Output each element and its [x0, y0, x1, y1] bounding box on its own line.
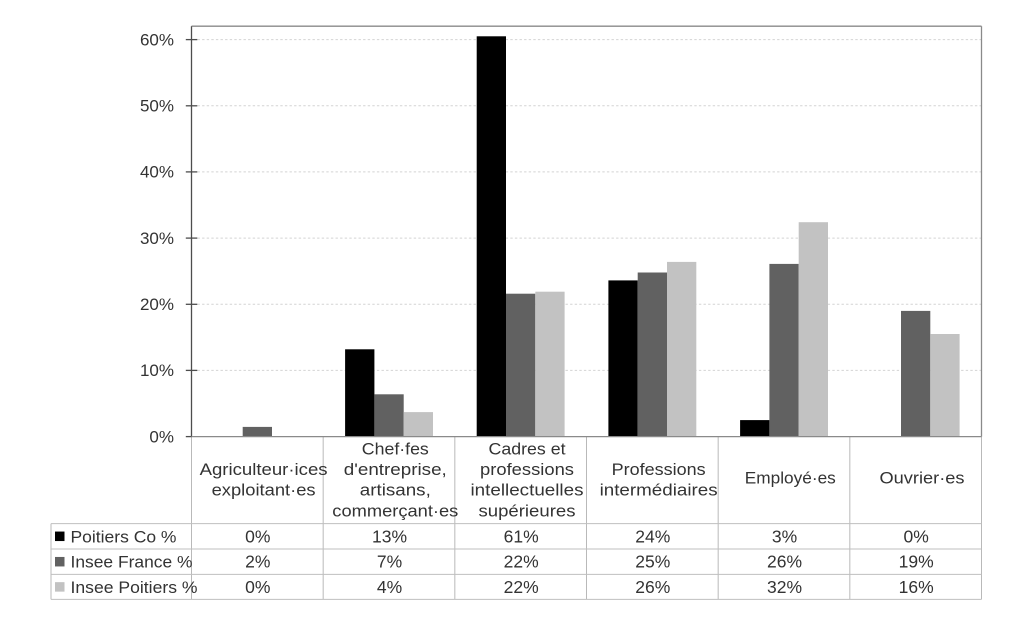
- svg-text:13%: 13%: [372, 526, 407, 546]
- svg-text:3%: 3%: [772, 526, 797, 546]
- svg-text:50%: 50%: [140, 97, 174, 116]
- svg-text:Insee Poitiers %: Insee Poitiers %: [71, 578, 198, 597]
- svg-text:30%: 30%: [140, 229, 174, 248]
- svg-text:2%: 2%: [245, 552, 270, 572]
- svg-text:20%: 20%: [140, 295, 174, 314]
- svg-text:32%: 32%: [767, 577, 802, 597]
- svg-text:0%: 0%: [245, 526, 270, 546]
- svg-text:Insee France %: Insee France %: [71, 553, 193, 572]
- svg-text:40%: 40%: [140, 163, 174, 182]
- svg-text:19%: 19%: [899, 552, 934, 572]
- svg-text:26%: 26%: [635, 577, 670, 597]
- svg-text:0%: 0%: [245, 577, 270, 597]
- svg-text:22%: 22%: [504, 552, 539, 572]
- svg-text:26%: 26%: [767, 552, 802, 572]
- svg-text:61%: 61%: [504, 526, 539, 546]
- svg-text:22%: 22%: [504, 577, 539, 597]
- svg-text:Employé·es: Employé·es: [745, 469, 836, 488]
- svg-text:16%: 16%: [899, 577, 934, 597]
- svg-text:10%: 10%: [140, 361, 174, 380]
- svg-text:0%: 0%: [904, 526, 929, 546]
- svg-text:24%: 24%: [635, 526, 670, 546]
- svg-text:4%: 4%: [377, 577, 402, 597]
- svg-text:60%: 60%: [140, 30, 174, 49]
- svg-text:0%: 0%: [149, 427, 174, 446]
- svg-text:7%: 7%: [377, 552, 402, 572]
- svg-text:Ouvrier·es: Ouvrier·es: [880, 469, 965, 488]
- svg-text:Poitiers Co %: Poitiers Co %: [71, 527, 177, 546]
- svg-text:25%: 25%: [635, 552, 670, 572]
